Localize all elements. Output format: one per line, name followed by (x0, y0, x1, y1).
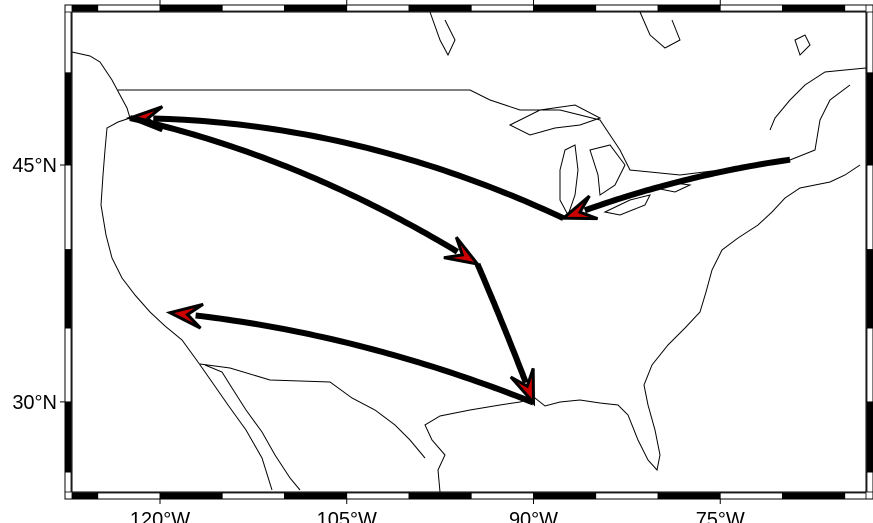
hudson-bay-shore (429, 11, 681, 57)
frame-segment (866, 249, 873, 329)
frame-segment (595, 4, 659, 12)
frame-segment (221, 492, 285, 500)
frame-segment (866, 72, 873, 166)
frame-segment (866, 401, 873, 473)
frame-segment (408, 4, 472, 12)
frame-segment (71, 4, 99, 12)
frame-segment (470, 492, 534, 500)
lon-tick-label: 120°W (130, 509, 190, 523)
frame-segment (64, 327, 72, 403)
frame-segment (533, 492, 597, 500)
vector-arrowhead (443, 236, 482, 267)
frame-segment (782, 4, 846, 12)
frame-segment (346, 4, 410, 12)
vector-shaft (474, 262, 529, 384)
frame-segment (64, 164, 72, 250)
frame-segment (64, 72, 72, 166)
frame-segment (284, 4, 348, 12)
vector-arrowhead (165, 302, 204, 330)
northeast-coast (769, 67, 867, 131)
frame-segment (866, 11, 873, 74)
frame-segment (533, 4, 597, 12)
frame-segment (866, 471, 873, 493)
axis-labels: 120°W 105°W 90°W 75°W 45°N 30°N (12, 0, 745, 523)
vector-shaft (129, 115, 459, 255)
gulf-of-california (204, 364, 301, 491)
frame-segment (782, 492, 846, 500)
lat-tick-label: 30°N (12, 392, 57, 414)
newfoundland (794, 34, 811, 56)
frame-segment (221, 4, 285, 12)
lake-huron (589, 144, 626, 196)
gulf-coast (424, 164, 861, 493)
frame-segment (159, 4, 223, 12)
lon-tick-label: 105°W (317, 509, 377, 523)
frame-segment (844, 4, 867, 12)
frame-segment (657, 4, 721, 12)
frame-segment (657, 492, 721, 500)
frame-outer (64, 4, 873, 500)
frame-segment (64, 401, 72, 473)
vectors-layer (125, 105, 791, 407)
lake-superior (508, 104, 602, 136)
lat-tick-label: 45°N (12, 155, 57, 177)
coastlines (71, 11, 867, 493)
frame-segment (64, 11, 72, 74)
frame-border (71, 11, 867, 493)
frame-segment (470, 4, 534, 12)
frame-segment (595, 492, 659, 500)
lake-michigan (559, 144, 579, 217)
frame-segment (71, 492, 99, 500)
vector-shaft (153, 115, 565, 221)
lon-tick-label: 90°W (509, 509, 558, 523)
frame-segment (719, 492, 783, 500)
lake-erie (603, 194, 651, 216)
frame-segment (866, 164, 873, 250)
mexico-border (199, 363, 426, 459)
frame-segment (159, 492, 223, 500)
frame-segment (719, 4, 783, 12)
west-coast (71, 51, 273, 491)
frame-segment (64, 471, 72, 493)
frame-segment (844, 492, 867, 500)
frame-segment (408, 492, 472, 500)
vector-shaft (583, 156, 791, 214)
lon-tick-label: 75°W (696, 509, 745, 523)
frame-segment (284, 492, 348, 500)
frame-segment (97, 492, 161, 500)
vector-arrowhead (559, 194, 599, 221)
vector-shaft (195, 312, 535, 406)
frame-segment (346, 492, 410, 500)
frame-segment (866, 327, 873, 403)
map-frame (64, 4, 873, 500)
frame-segment (97, 4, 161, 12)
vector-arrowhead (509, 367, 536, 407)
canada-border (118, 84, 851, 176)
frame-segment (64, 249, 72, 329)
